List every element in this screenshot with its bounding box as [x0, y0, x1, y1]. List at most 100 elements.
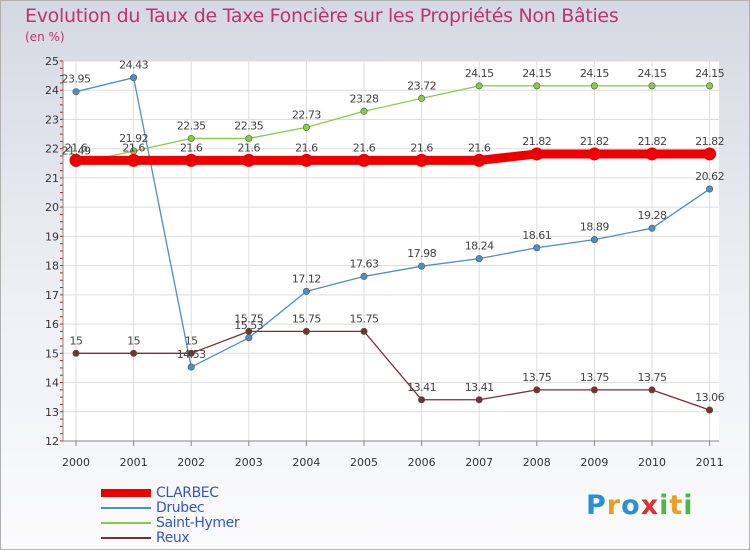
- data-point: [302, 123, 310, 131]
- data-label: 21.6: [238, 141, 261, 154]
- legend-label: Drubec: [156, 500, 205, 516]
- legend-item-saint-hymer: Saint-Hymer: [101, 515, 301, 531]
- data-label: 15: [70, 334, 83, 347]
- data-label: 21.6: [468, 141, 491, 154]
- data-label: 21.49: [62, 145, 91, 158]
- x-tick-label: 2002: [177, 456, 205, 469]
- data-point: [187, 349, 195, 357]
- data-label: 17.12: [292, 272, 321, 285]
- data-label: 24.15: [580, 67, 609, 80]
- data-label: 17.98: [407, 247, 436, 260]
- y-tick-label: 25: [45, 55, 59, 68]
- logo-letter: r: [606, 490, 622, 521]
- data-point: [360, 327, 368, 335]
- data-label: 23.28: [350, 92, 379, 105]
- x-tick-label: 2001: [120, 456, 148, 469]
- data-label: 17.63: [350, 257, 379, 270]
- data-point: [648, 224, 656, 232]
- plot-area: [63, 61, 719, 441]
- data-point: [415, 153, 429, 167]
- y-tick-label: 15: [45, 347, 59, 360]
- data-label: 20.62: [695, 170, 724, 183]
- y-tick-label: 18: [45, 260, 59, 273]
- data-point: [69, 153, 83, 167]
- data-label: 15: [127, 334, 140, 347]
- x-tick-label: 2005: [350, 456, 378, 469]
- legend-swatch: [101, 489, 151, 497]
- data-point: [360, 272, 368, 280]
- data-point: [533, 82, 541, 90]
- legend-item-reux: Reux: [101, 530, 301, 546]
- logo-letter: x: [640, 490, 660, 521]
- data-label: 21.92: [119, 132, 148, 145]
- data-point: [648, 82, 656, 90]
- x-tick-label: 2000: [62, 456, 90, 469]
- data-label: 22.35: [234, 119, 263, 132]
- data-label: 23.95: [62, 73, 91, 86]
- y-tick-label: 22: [45, 143, 59, 156]
- data-point: [187, 363, 195, 371]
- logo-letter: o: [621, 490, 641, 521]
- data-label: 21.82: [638, 135, 667, 148]
- data-point: [590, 82, 598, 90]
- data-point: [590, 386, 598, 394]
- data-point: [418, 94, 426, 102]
- data-label: 15.75: [292, 312, 321, 325]
- data-label: 22.73: [292, 108, 321, 121]
- x-tick-label: 2010: [638, 456, 666, 469]
- data-point: [130, 74, 138, 82]
- proxiti-logo: Proxiti: [586, 490, 694, 521]
- y-tick-label: 23: [45, 113, 59, 126]
- data-label: 21.6: [410, 141, 433, 154]
- series-line-drubec: [75, 77, 710, 368]
- data-label: 24.15: [465, 67, 494, 80]
- data-label: 15.53: [234, 319, 263, 332]
- data-point: [357, 153, 371, 167]
- data-point: [706, 185, 714, 193]
- data-point: [302, 287, 310, 295]
- y-tick-label: 13: [45, 406, 59, 419]
- y-tick-label: 16: [45, 318, 59, 331]
- data-point: [72, 349, 80, 357]
- data-label: 21.6: [122, 141, 145, 154]
- data-point: [706, 406, 714, 414]
- data-label: 21.6: [65, 141, 88, 154]
- data-label: 19.28: [638, 209, 667, 222]
- data-label: 13.75: [580, 371, 609, 384]
- x-tick-label: 2003: [235, 456, 263, 469]
- data-point: [360, 107, 368, 115]
- chart-title: Evolution du Taux de Taxe Foncière sur l…: [25, 5, 619, 27]
- series-line-saint-hymer: [75, 85, 710, 165]
- data-label: 15.75: [234, 312, 263, 325]
- data-label: 13.75: [638, 371, 667, 384]
- data-point: [475, 396, 483, 404]
- data-point: [706, 82, 714, 90]
- data-label: 15: [185, 334, 198, 347]
- logo-letter: t: [669, 490, 684, 521]
- data-label: 13.41: [465, 381, 494, 394]
- x-tick-label: 2007: [465, 456, 493, 469]
- legend-swatch: [101, 507, 151, 509]
- data-point: [418, 262, 426, 270]
- y-tick-label: 17: [45, 289, 59, 302]
- y-tick-label: 19: [45, 230, 59, 243]
- legend-item-drubec: Drubec: [101, 500, 301, 516]
- data-point: [242, 153, 256, 167]
- data-label: 15.75: [350, 312, 379, 325]
- data-label: 22.35: [177, 119, 206, 132]
- data-point: [475, 255, 483, 263]
- data-label: 18.61: [522, 229, 551, 242]
- x-tick-label: 2004: [292, 456, 320, 469]
- x-tick-label: 2006: [408, 456, 436, 469]
- data-point: [302, 327, 310, 335]
- series-line-reux: [76, 330, 710, 411]
- data-point: [299, 153, 313, 167]
- data-point: [418, 396, 426, 404]
- y-tick-label: 12: [45, 435, 59, 448]
- data-point: [590, 236, 598, 244]
- data-label: 18.24: [465, 240, 494, 253]
- data-label: 21.82: [522, 135, 551, 148]
- data-point: [587, 147, 601, 161]
- data-point: [130, 349, 138, 357]
